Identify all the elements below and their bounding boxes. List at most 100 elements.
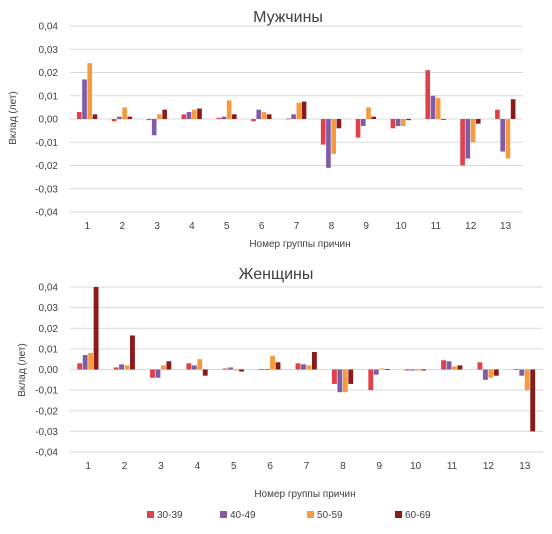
bar-40-49-group-11 (446, 361, 452, 370)
y-tick-label: -0,02 (35, 406, 58, 417)
bar-60-69-group-7 (311, 351, 317, 370)
legend-label-50-59: 50-59 (317, 510, 343, 521)
bar-30-39-group-11 (441, 360, 446, 370)
legend-label-40-49: 40-49 (230, 510, 256, 521)
bar-40-49-group-2 (117, 116, 122, 119)
bar-50-59-group-1 (88, 353, 94, 370)
bar-60-69-group-8 (348, 369, 354, 384)
legend-item-60-69: 60-69 (395, 510, 431, 521)
bar-60-69-group-7 (301, 101, 307, 119)
y-tick-label: -0,01 (35, 138, 58, 149)
y-tick-label: -0,03 (35, 427, 58, 438)
bar-60-69-group-1 (93, 287, 99, 370)
y-axis-label: Вклад (лет) (8, 91, 19, 144)
bar-60-69-group-11 (441, 119, 446, 120)
bar-60-69-group-5 (239, 369, 245, 372)
bar-50-59-group-5 (233, 369, 239, 371)
bar-60-69-group-3 (166, 361, 172, 370)
y-tick-label: -0,04 (35, 208, 58, 219)
bar-40-49-group-8 (337, 369, 343, 393)
x-tick-label: 2 (119, 221, 125, 232)
bar-30-39-group-2 (111, 119, 117, 122)
y-tick-labels: -0,04 -0,03 -0,02 -0,01 0,00 0,01 0,02 0,03 0,04 (35, 283, 58, 459)
bar-40-49-group-13 (519, 369, 525, 376)
bar-40-49-group-1 (82, 355, 88, 370)
bar-60-69-group-11 (457, 365, 463, 370)
y-tick-label: 0,04 (39, 22, 59, 33)
bar-60-69-group-4 (202, 369, 208, 376)
bar-50-59-group-5 (226, 100, 232, 119)
bar-50-59-group-11 (435, 98, 441, 119)
bar-60-69-group-2 (127, 116, 133, 119)
bar-40-49-group-6 (256, 109, 262, 119)
x-tick-label: 6 (259, 221, 265, 232)
bar-60-69-group-5 (232, 114, 237, 119)
bar-40-49-group-4 (186, 112, 192, 119)
x-tick-label: 4 (195, 461, 201, 472)
bar-60-69-group-9 (371, 116, 377, 119)
bar-30-39-group-9 (355, 119, 361, 138)
bar-30-39-group-11 (425, 70, 431, 119)
y-tick-label: 0,01 (39, 91, 59, 102)
bar-60-69-group-2 (130, 335, 135, 370)
bar-30-39-group-10 (404, 369, 410, 371)
x-tick-label: 12 (483, 461, 495, 472)
x-tick-label: 2 (122, 461, 128, 472)
bar-50-59-group-2 (124, 365, 130, 370)
bars (77, 287, 536, 432)
y-tick-label: -0,03 (35, 184, 58, 195)
y-tick-label: 0,04 (39, 283, 59, 294)
legend-label-60-69: 60-69 (405, 510, 431, 521)
x-tick-label: 1 (85, 221, 91, 232)
bar-40-49-group-11 (430, 95, 436, 119)
bar-50-59-group-1 (87, 63, 93, 119)
legend-swatch-40-49 (220, 511, 227, 518)
x-tick-label: 10 (410, 461, 422, 472)
bar-30-39-group-5 (216, 117, 221, 119)
y-tick-label: -0,02 (35, 161, 58, 172)
y-tick-label: 0,02 (39, 324, 59, 335)
legend-item-50-59: 50-59 (307, 510, 343, 521)
bar-60-69-group-8 (336, 119, 342, 129)
bar-60-69-group-13 (530, 369, 536, 432)
bar-30-39-group-7 (295, 363, 301, 370)
chart-men: Мужчины -0,04 -0,03 -0,02 -0,01 0,00 0,01 0,02… (8, 9, 523, 250)
bar-30-39-group-12 (477, 362, 483, 370)
bar-60-69-group-12 (493, 369, 499, 376)
bar-50-59-group-4 (191, 109, 197, 119)
bar-30-39-group-6 (251, 119, 256, 122)
bar-30-39-group-12 (460, 119, 465, 166)
bar-40-49-group-5 (228, 367, 234, 370)
x-tick-label: 13 (500, 221, 512, 232)
bar-50-59-group-12 (470, 119, 476, 143)
x-tick-label: 7 (294, 221, 300, 232)
bar-40-49-group-7 (291, 114, 296, 119)
x-tick-label: 1 (85, 461, 91, 472)
bar-40-49-group-12 (482, 369, 488, 380)
bar-60-69-group-13 (510, 99, 516, 119)
bar-40-49-group-3 (155, 369, 161, 378)
bar-50-59-group-4 (197, 359, 203, 370)
legend-item-30-39: 30-39 (147, 510, 183, 521)
bar-50-59-group-8 (331, 119, 336, 154)
bar-50-59-group-10 (415, 369, 421, 371)
bar-30-39-group-13 (513, 369, 519, 370)
bar-30-39-group-7 (286, 118, 291, 120)
bar-40-49-group-2 (119, 364, 124, 370)
y-tick-label: 0,03 (39, 303, 59, 314)
bar-50-59-group-6 (270, 356, 275, 370)
bar-30-39-group-8 (320, 119, 326, 145)
bar-30-39-group-10 (390, 119, 396, 129)
bar-40-49-group-9 (360, 119, 366, 126)
bar-30-39-group-1 (77, 363, 83, 370)
bar-60-69-group-10 (421, 369, 426, 371)
x-tick-label: 9 (376, 461, 382, 472)
x-axis-label: Номер группы причин (254, 489, 355, 500)
bar-50-59-group-9 (379, 368, 385, 370)
x-tick-labels: 1 2 3 4 5 6 7 8 9 10 11 12 13 (85, 461, 530, 472)
x-tick-label: 8 (340, 461, 346, 472)
legend-swatch-30-39 (147, 511, 154, 518)
x-tick-labels: 1 2 3 4 5 6 7 8 9 10 11 12 13 (85, 221, 512, 232)
bar-40-49-group-8 (326, 119, 331, 168)
x-tick-label: 12 (465, 221, 477, 232)
